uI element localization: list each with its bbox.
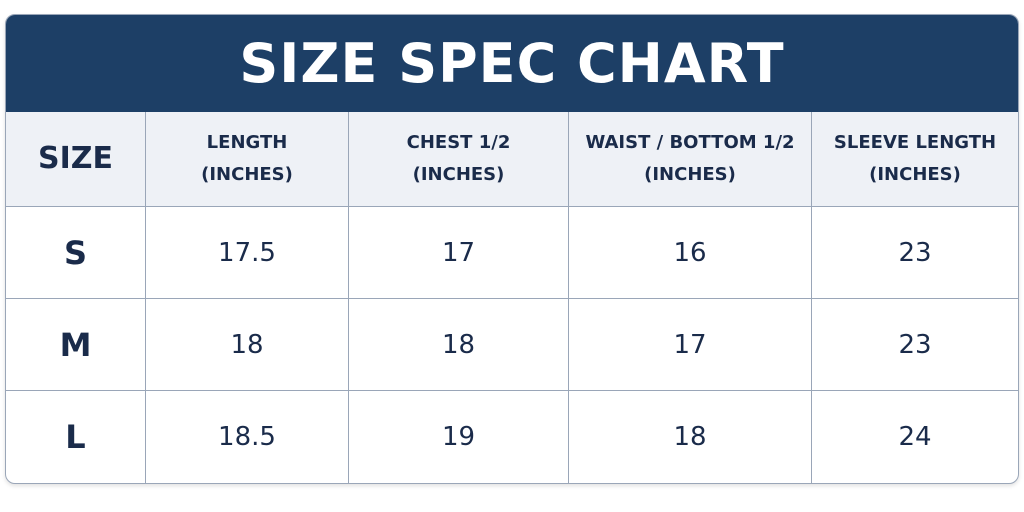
size-label: L [6,391,146,483]
measurement: 16 [569,207,812,299]
column-header: SIZE [6,112,146,207]
measurement: 18.5 [146,391,349,483]
title: SIZE SPEC CHART [6,15,1018,112]
measurement: 23 [812,207,1018,299]
header-line: (INCHES) [201,164,293,185]
measurement: 17.5 [146,207,349,299]
header-line: (INCHES) [412,164,505,185]
measurement: 18 [146,299,349,391]
header-line: WAIST / BOTTOM 1/2 [585,132,795,153]
measurement: 18 [349,299,569,391]
size-label: M [6,299,146,391]
header-line: CHEST 1/2 [406,132,511,153]
header-line: SLEEVE LENGTH [833,132,997,153]
measurement: 19 [349,391,569,483]
measurement: 18 [569,391,812,483]
measurement: 23 [812,299,1018,391]
header-line: LENGTH [206,132,288,153]
size-chart-card: SIZE SPEC CHART SIZE LENGTH (INCHES) CHEST … [5,14,1019,484]
measurement: 24 [898,422,932,452]
size-table: SIZE LENGTH (INCHES) CHEST 1/2 (INCHES) WAIST… [6,112,1018,483]
measurement: 17 [569,299,812,391]
column-header: WAIST / BOTTOM 1/2 (INCHES) [569,112,812,207]
column-header: LENGTH (INCHES) [146,112,349,207]
header-line: SIZE [37,141,113,176]
measurement: 17 [349,207,569,299]
header-line: (INCHES) [869,164,961,185]
column-header: CHEST 1/2 (INCHES) [349,112,569,207]
size-label: S [6,207,146,299]
column-header: SLEEVE LENGTH (INCHES) [812,112,1018,207]
header-line: (INCHES) [644,164,736,185]
